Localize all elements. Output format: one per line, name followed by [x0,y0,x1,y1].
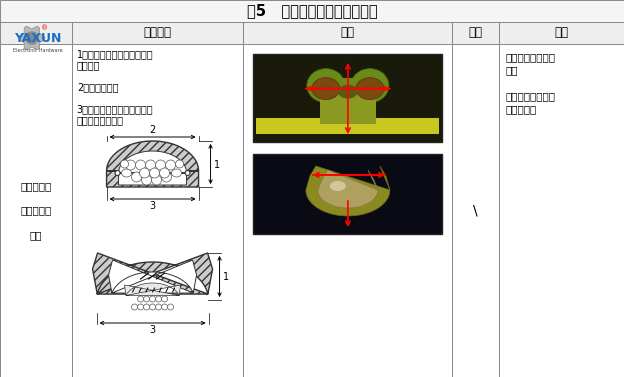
Polygon shape [92,253,213,294]
Ellipse shape [160,168,170,178]
Circle shape [155,304,162,310]
Text: 图示: 图示 [341,26,355,40]
Bar [243,44,452,377]
Ellipse shape [162,172,172,182]
Bar [0,44,72,377]
Bar [452,44,499,377]
Bar [0,0,624,22]
Text: Electronic Hardware: Electronic Hardware [13,48,62,52]
Circle shape [162,296,168,302]
Text: YAXUN: YAXUN [14,32,62,46]
Bar [0,22,72,44]
Polygon shape [107,141,198,187]
Ellipse shape [351,69,389,103]
Circle shape [185,170,190,176]
Ellipse shape [122,169,132,177]
Ellipse shape [150,168,160,178]
Ellipse shape [307,69,345,103]
Circle shape [115,170,120,176]
Ellipse shape [135,160,145,170]
Ellipse shape [175,160,183,168]
Ellipse shape [140,168,150,178]
Text: 判定: 判定 [469,26,483,40]
Bar [499,44,624,377]
Circle shape [168,304,173,310]
Polygon shape [318,170,378,208]
Ellipse shape [165,160,175,170]
Bar [72,44,243,377]
Polygon shape [119,151,187,185]
Bar [253,54,442,142]
Ellipse shape [152,175,162,185]
Circle shape [144,304,150,310]
Text: 供线束厂压接质量: 供线束厂压接质量 [505,91,555,101]
Ellipse shape [120,160,129,168]
Polygon shape [306,166,390,216]
Text: 技术要求: 技术要求 [144,26,172,40]
Text: 3：可测量的压接宽度：符合: 3：可测量的压接宽度：符合 [77,104,154,114]
Text: 端子规格书要求。: 端子规格书要求。 [77,115,124,125]
Ellipse shape [145,160,155,170]
Text: 1: 1 [213,160,220,170]
Circle shape [137,296,144,302]
Ellipse shape [356,78,384,100]
Ellipse shape [330,181,346,191]
Text: 1：压接高度：符合端子规格: 1：压接高度：符合端子规格 [77,49,154,59]
Ellipse shape [132,172,142,182]
Bar [330,78,366,96]
Circle shape [162,304,168,310]
Text: 3: 3 [150,325,155,335]
Text: ®: ® [41,25,49,31]
Text: 仅做记录，不做判: 仅做记录，不做判 [505,52,555,62]
Circle shape [155,296,162,302]
Ellipse shape [172,169,182,177]
Ellipse shape [155,160,165,170]
Text: 2: 2 [149,125,155,135]
Bar [499,22,624,44]
Circle shape [150,304,155,310]
Bar [320,92,376,124]
Circle shape [150,296,155,302]
Bar [253,154,442,234]
Text: 管控记录。: 管控记录。 [505,104,537,114]
Polygon shape [109,260,197,293]
Text: 2：压接宽度；: 2：压接宽度； [77,82,119,92]
Polygon shape [125,283,180,296]
Ellipse shape [125,160,135,170]
Ellipse shape [338,84,358,99]
Text: 表5   导体压接剖面要求及图示: 表5 导体压接剖面要求及图示 [246,3,378,18]
Ellipse shape [312,78,340,100]
Text: \: \ [474,204,478,218]
Text: 3: 3 [150,201,155,211]
Bar [243,22,452,44]
Bar [256,118,439,134]
Text: 描述: 描述 [555,26,568,40]
Bar [452,22,499,44]
Bar [72,22,243,44]
Ellipse shape [142,175,152,185]
Text: 书要求；: 书要求； [77,60,100,70]
Text: 定。: 定。 [505,65,518,75]
Circle shape [137,304,144,310]
Text: 压接高度、

宽度（参考

项）: 压接高度、 宽度（参考 项） [20,181,52,240]
Polygon shape [19,26,45,49]
Circle shape [26,32,38,44]
Circle shape [132,304,137,310]
Circle shape [144,296,150,302]
Text: 1: 1 [223,272,228,282]
